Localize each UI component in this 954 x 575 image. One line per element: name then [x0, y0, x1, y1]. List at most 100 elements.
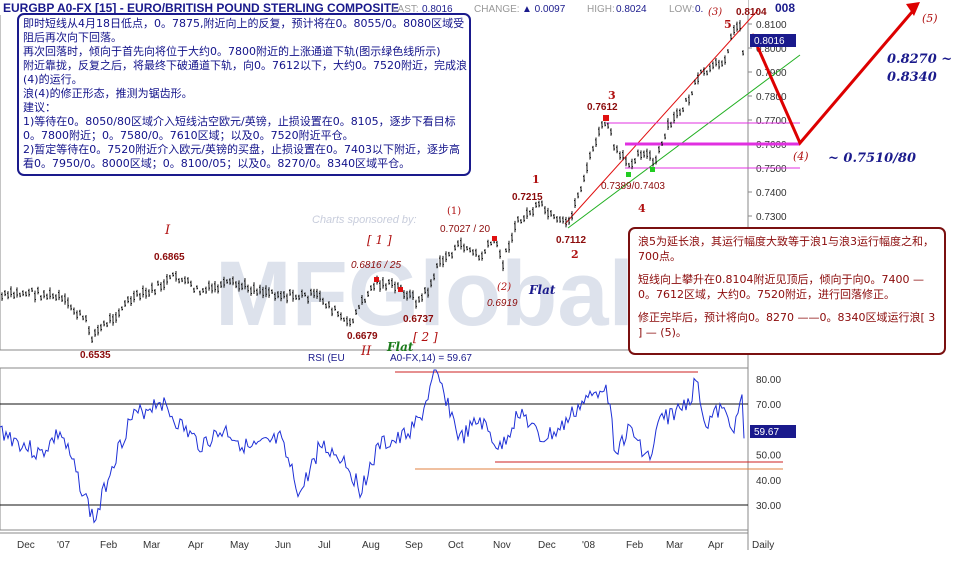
upper-channel-line: [564, 9, 759, 225]
projection-arrowhead: [906, 2, 920, 16]
rsi-label-right: A0-FX,14) = 59.67: [390, 353, 472, 364]
marker-7403: [650, 167, 655, 172]
label-7215: 0.7215: [512, 192, 543, 203]
time-tick-label: Feb: [626, 540, 644, 551]
rsi-value-text: 59.67: [754, 427, 779, 438]
marker-7612: [603, 115, 609, 121]
rsi-value-box: [750, 425, 796, 438]
label-6679: 0.6679: [347, 331, 378, 342]
label-6737: 0.6737: [403, 314, 434, 325]
time-tick-label: Mar: [143, 540, 161, 551]
last-price-box: [750, 34, 796, 47]
rsi-tick-label: 30.00: [756, 501, 781, 512]
label-wave-1: 1: [532, 173, 540, 186]
summary-paragraph: 短线向上攀升在0.8104附近见顶后，倾向于向0。7400 —0。7612区域，…: [638, 273, 924, 301]
time-tick-label: Dec: [538, 540, 556, 551]
commentary-line: 建议：: [23, 101, 56, 114]
change-label: CHANGE:: [474, 4, 520, 15]
label-wave-2: 2: [571, 248, 579, 261]
marker-6816: [374, 277, 379, 282]
low-label: LOW:: [669, 4, 694, 15]
time-tick-label: Daily: [752, 540, 774, 551]
rsi-pane-frame: [0, 367, 749, 531]
marker-7389: [626, 172, 631, 177]
marker-7027: [492, 236, 497, 241]
label-7389: 0.7389/0.7403: [601, 181, 665, 192]
price-tick-label: 0.7300: [756, 212, 787, 223]
price-tick-label: 0.7400: [756, 188, 787, 199]
target-lower: ~ 0.7510/80: [828, 151, 916, 166]
label-wave-p3: (3): [708, 7, 722, 18]
commentary-line: 1)等待在0。8050/80区域介入短线沽空欧元/英镑，止损设置在0。8105，…: [23, 115, 456, 128]
label-wave-4: 4: [638, 202, 646, 215]
label-flat-1: Flat: [528, 283, 556, 297]
label-wave-3: 3: [608, 89, 616, 102]
symbol-title: EURGBP A0-FX [15] - EURO/BRITISH POUND S…: [3, 1, 399, 15]
time-tick-label: Jun: [275, 540, 291, 551]
time-tick-label: Nov: [493, 540, 511, 551]
label-wave-p2: (2): [497, 282, 511, 293]
rsi-tick-label: 50.00: [756, 451, 781, 462]
price-tick-label: 0.7800: [756, 92, 787, 103]
time-tick-label: '07: [57, 540, 70, 551]
commentary-line: 附近靠拢，反复之后，将最终下破通道下轨，向0。7612以下，大约0。7520附近…: [23, 59, 467, 72]
commentary-line: 即时短线从4月18日低点，0。7875,附近向上的反复，预计将在0。8055/0…: [23, 17, 465, 30]
rsi-line: [0, 369, 745, 524]
label-wave-p5: (5): [922, 12, 938, 25]
commentary-line: 0。7800附近；0。7580/0。7610区域；以及0。7520附近平仓。: [23, 129, 354, 142]
price-tick-label: 0.8100: [756, 20, 787, 31]
summary-paragraph: 浪5为延长浪，其运行幅度大致等于浪1与浪3运行幅度之和，700点。: [638, 235, 934, 263]
label-8104: 0.8104: [736, 7, 767, 18]
ohlc-bars: [1, 20, 744, 343]
rsi-tick-label: 80.00: [756, 375, 781, 386]
time-tick-label: Feb: [100, 540, 118, 551]
label-wave-p4: (4): [793, 150, 809, 163]
time-tick-label: Dec: [17, 540, 35, 551]
label-wave-b2: [ 2 ]: [413, 330, 438, 344]
corner-value: 008: [775, 1, 795, 15]
time-tick-label: Oct: [448, 540, 464, 551]
rsi-label-left: RSI (EU: [308, 353, 345, 364]
time-tick-label: '08: [582, 540, 595, 551]
label-6865: 0.6865: [154, 252, 185, 263]
commentary-line: (4)的运行。: [23, 73, 83, 86]
commentary-line: 看0。7950/0。8000区域；0。8100/05；以及0。8270/0。83…: [23, 157, 411, 170]
target-upper-top: 0.8270 ~: [887, 52, 952, 67]
summary-paragraph: 修正完毕后，预计将向0。8270 ——0。8340区域运行浪[ 3 ] — (5…: [638, 311, 936, 339]
target-upper-bottom: 0.8340: [887, 70, 937, 85]
commentary-line: 2)暂定等待在0。7520附近介入欧元/英镑的买盘，止损设置在0。7403以下附…: [23, 143, 460, 156]
label-7612: 0.7612: [587, 102, 618, 113]
time-tick-label: Apr: [188, 540, 204, 551]
last-price-text: 0.8016: [754, 36, 785, 47]
high-value: 0.8024: [616, 4, 647, 15]
last-value: 0.8016: [422, 4, 453, 15]
price-tick-label: 0.8000: [756, 44, 787, 55]
rsi-tick-label: 70.00: [756, 400, 781, 411]
marker-6737: [398, 287, 403, 292]
label-wave-I: I: [164, 223, 171, 238]
label-wave-II: II: [360, 344, 372, 359]
label-wave-p1: (1): [447, 206, 461, 217]
change-value: ▲ 0.0097: [522, 4, 566, 15]
summary-box: 浪5为延长浪，其运行幅度大致等于浪1与浪3运行幅度之和，700点。 短线向上攀升在…: [628, 227, 946, 355]
high-label: HIGH:: [587, 4, 615, 15]
lower-channel-line: [567, 54, 801, 229]
label-6816: 0.6816 / 25: [351, 260, 401, 271]
commentary-line: 阻后再次向下回落。: [23, 31, 122, 44]
commentary-line: 再次回落时，倾向于首先向将位于大约0。7800附近的上涨通道下轨(图示绿色线所示…: [23, 45, 441, 58]
last-label: LAST:: [392, 4, 419, 15]
label-7027: 0.7027 / 20: [440, 224, 490, 235]
label-wave-b1: [ 1 ]: [367, 233, 392, 247]
low-value: 0.: [695, 4, 703, 15]
label-6919: 0.6919: [487, 298, 518, 309]
time-tick-label: Aug: [362, 540, 380, 551]
label-7112: 0.7112: [556, 235, 586, 246]
price-tick-label: 0.7700: [756, 116, 787, 127]
label-flat-2: Flat: [386, 340, 414, 354]
time-tick-label: Mar: [666, 540, 684, 551]
rsi-tick-label: 40.00: [756, 476, 781, 487]
projection-arrow: [750, 11, 914, 146]
label-6535: 0.6535: [80, 350, 111, 361]
commentary-line: 浪(4)的修正形态，推测为锯齿形。: [23, 87, 193, 100]
price-tick-label: 0.7900: [756, 68, 787, 79]
